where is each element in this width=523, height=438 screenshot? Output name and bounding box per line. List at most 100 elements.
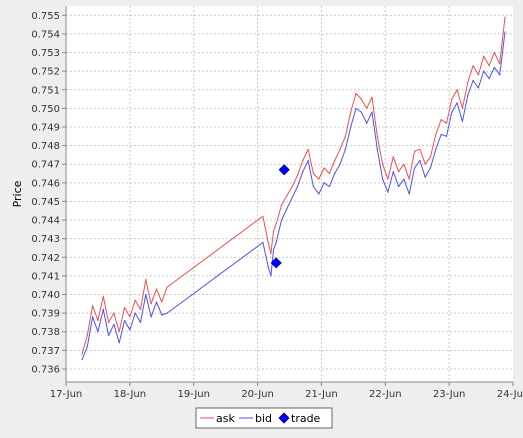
data-point-bid xyxy=(281,219,282,220)
data-point-bid xyxy=(414,167,415,168)
data-point-bid xyxy=(377,149,378,150)
data-point-ask xyxy=(366,108,367,109)
data-point-ask xyxy=(297,175,298,176)
x-tick-label: 24-Jun xyxy=(497,389,523,400)
data-point-ask xyxy=(273,231,274,232)
y-tick-label: 0.755 xyxy=(31,11,60,22)
data-point-bid xyxy=(167,313,168,314)
y-tick-label: 0.738 xyxy=(31,327,60,338)
data-point-ask xyxy=(270,253,271,254)
data-point-ask xyxy=(483,56,484,57)
data-point-ask xyxy=(124,307,125,308)
data-point-ask xyxy=(92,305,93,306)
data-point-bid xyxy=(268,266,269,267)
y-tick-label: 0.739 xyxy=(31,309,60,320)
data-point-bid xyxy=(97,331,98,332)
x-tick-label: 18-Jun xyxy=(114,389,147,400)
data-point-ask xyxy=(276,223,277,224)
data-point-ask xyxy=(504,17,505,18)
data-point-ask xyxy=(135,299,136,300)
data-point-ask xyxy=(129,316,130,317)
data-point-ask xyxy=(430,156,431,157)
data-point-bid xyxy=(151,316,152,317)
data-point-ask xyxy=(87,335,88,336)
data-point-ask xyxy=(467,82,468,83)
data-point-bid xyxy=(308,160,309,161)
data-point-ask xyxy=(435,134,436,135)
y-tick-label: 0.749 xyxy=(31,122,60,133)
data-point-ask xyxy=(313,173,314,174)
data-point-bid xyxy=(398,186,399,187)
data-point-ask xyxy=(478,74,479,75)
data-point-bid xyxy=(119,342,120,343)
data-point-ask xyxy=(302,160,303,161)
y-tick-label: 0.740 xyxy=(31,290,60,301)
data-point-bid xyxy=(499,74,500,75)
y-tick-label: 0.745 xyxy=(31,197,60,208)
legend-label-ask: ask xyxy=(216,412,235,425)
data-point-bid xyxy=(457,102,458,103)
data-point-ask xyxy=(119,331,120,332)
data-point-bid xyxy=(403,179,404,180)
data-point-bid xyxy=(140,322,141,323)
data-point-bid xyxy=(441,134,442,135)
data-point-ask xyxy=(409,179,410,180)
data-point-ask xyxy=(451,98,452,99)
data-point-bid xyxy=(409,193,410,194)
data-point-bid xyxy=(393,171,394,172)
data-point-ask xyxy=(371,97,372,98)
data-point-ask xyxy=(441,119,442,120)
data-point-bid xyxy=(129,329,130,330)
y-tick-label: 0.754 xyxy=(31,29,60,40)
data-point-bid xyxy=(478,87,479,88)
y-tick-label: 0.742 xyxy=(31,253,60,264)
data-point-bid xyxy=(334,173,335,174)
data-point-bid xyxy=(494,67,495,68)
data-point-ask xyxy=(81,353,82,354)
data-point-ask xyxy=(113,313,114,314)
x-tick-label: 20-Jun xyxy=(241,389,274,400)
data-point-ask xyxy=(361,98,362,99)
y-tick-label: 0.746 xyxy=(31,178,60,189)
y-tick-label: 0.750 xyxy=(31,104,60,115)
x-tick-label: 17-Jun xyxy=(50,389,83,400)
data-point-ask xyxy=(103,296,104,297)
data-point-bid xyxy=(313,186,314,187)
data-point-ask xyxy=(329,173,330,174)
data-point-ask xyxy=(425,164,426,165)
data-point-ask xyxy=(393,156,394,157)
data-point-bid xyxy=(425,177,426,178)
data-point-ask xyxy=(156,288,157,289)
y-axis-label: Price xyxy=(11,180,24,207)
data-point-bid xyxy=(329,186,330,187)
data-point-ask xyxy=(419,149,420,150)
data-point-ask xyxy=(286,195,287,196)
y-tick-label: 0.752 xyxy=(31,67,60,78)
data-point-ask xyxy=(318,179,319,180)
data-point-bid xyxy=(318,193,319,194)
legend-label-bid: bid xyxy=(255,412,272,425)
data-point-bid xyxy=(462,121,463,122)
data-point-bid xyxy=(273,249,274,250)
y-tick-label: 0.747 xyxy=(31,160,60,171)
y-tick-label: 0.753 xyxy=(31,48,60,59)
data-point-bid xyxy=(276,242,277,243)
data-point-bid xyxy=(302,171,303,172)
data-point-ask xyxy=(345,136,346,137)
data-point-ask xyxy=(462,108,463,109)
data-point-bid xyxy=(87,346,88,347)
data-point-ask xyxy=(308,149,309,150)
data-point-bid xyxy=(451,111,452,112)
data-point-bid xyxy=(430,167,431,168)
data-point-bid xyxy=(361,111,362,112)
data-point-bid xyxy=(103,309,104,310)
data-point-bid xyxy=(262,242,263,243)
data-point-ask xyxy=(97,320,98,321)
y-tick-label: 0.736 xyxy=(31,364,60,375)
data-point-ask xyxy=(281,205,282,206)
data-point-bid xyxy=(297,186,298,187)
y-tick-label: 0.737 xyxy=(31,346,60,357)
data-point-bid xyxy=(387,192,388,193)
